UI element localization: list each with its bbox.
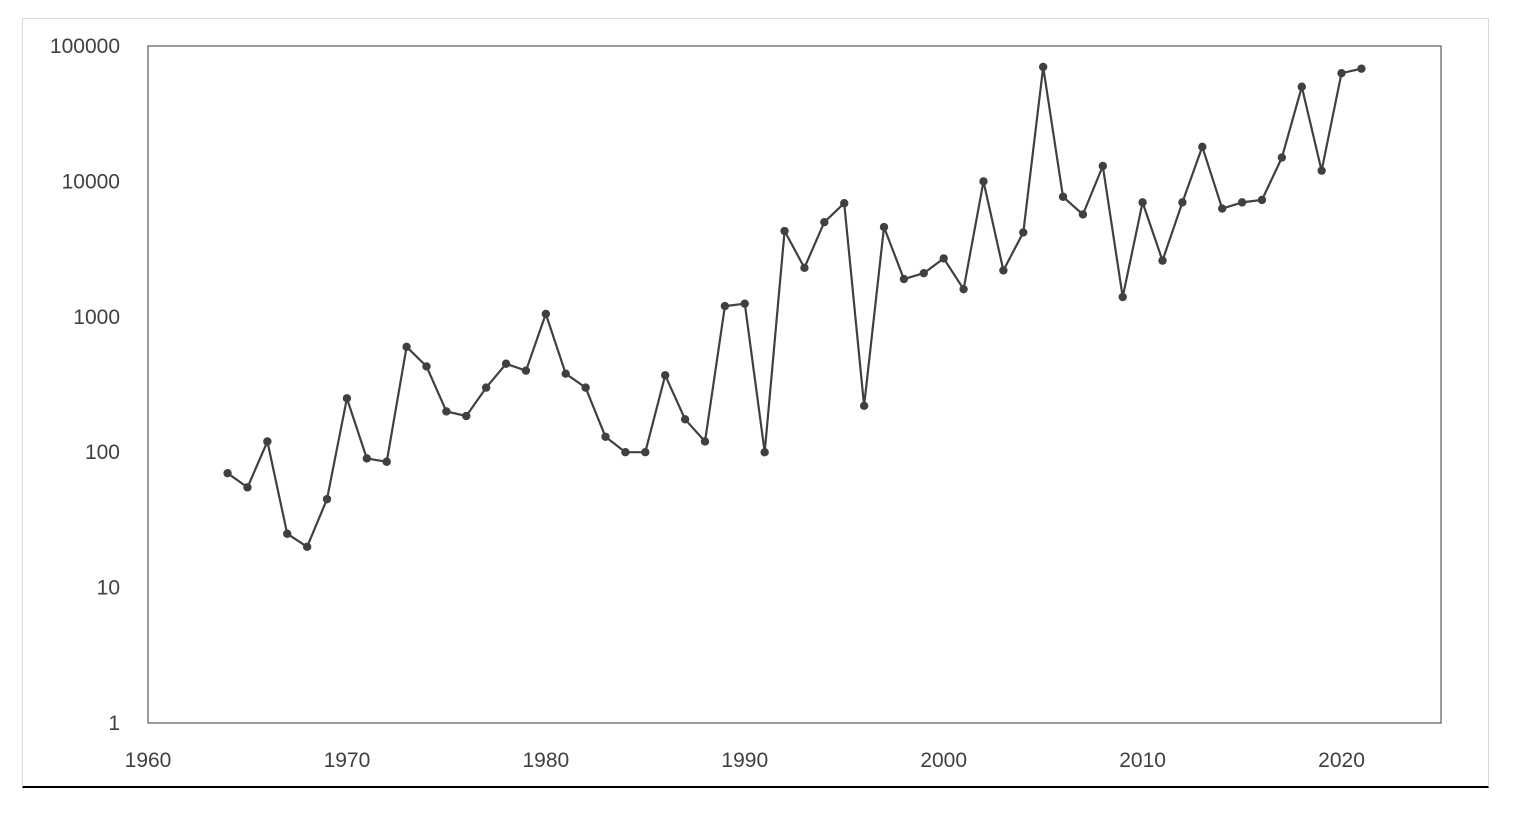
data-point <box>561 369 570 378</box>
data-point <box>263 437 272 446</box>
data-point <box>402 342 411 352</box>
data-point <box>1078 210 1088 219</box>
data-point <box>859 401 869 411</box>
data-point <box>243 483 252 492</box>
data-point <box>1297 82 1306 91</box>
data-point <box>302 542 312 552</box>
x-tick-label: 2000 <box>920 749 967 772</box>
data-point <box>1337 68 1346 78</box>
data-point <box>481 383 491 392</box>
data-point <box>223 468 232 478</box>
x-tick-label: 2020 <box>1318 749 1365 772</box>
data-point <box>899 274 909 284</box>
data-point <box>322 494 332 504</box>
x-tick-label: 1960 <box>125 749 172 772</box>
y-tick-label: 1 <box>108 712 120 735</box>
data-point <box>1098 161 1108 171</box>
data-point <box>1118 292 1127 302</box>
x-tick-label: 1980 <box>522 749 569 772</box>
data-point <box>1237 198 1247 207</box>
data-point <box>382 457 391 466</box>
data-point <box>919 268 928 278</box>
data-point <box>581 383 590 392</box>
data-point <box>422 362 431 371</box>
data-point <box>462 411 471 421</box>
data-point <box>800 263 809 273</box>
y-tick-label: 1000 <box>73 306 120 329</box>
data-points <box>223 62 1366 552</box>
data-point <box>820 217 829 227</box>
data-point <box>840 199 849 208</box>
data-point <box>1038 62 1048 72</box>
y-tick-label: 100000 <box>50 35 120 58</box>
data-point <box>342 394 352 403</box>
data-point <box>661 371 670 380</box>
data-point <box>283 529 292 538</box>
data-point <box>442 407 451 416</box>
data-point <box>1277 153 1287 162</box>
data-point <box>1257 195 1267 205</box>
data-point <box>959 284 968 294</box>
data-point <box>680 415 690 424</box>
data-point <box>1357 64 1366 73</box>
data-point <box>1158 256 1167 265</box>
data-point <box>521 366 531 375</box>
data-point <box>1138 198 1147 207</box>
data-point <box>362 454 372 463</box>
data-point <box>1217 204 1227 213</box>
data-point <box>760 448 769 457</box>
data-point <box>979 177 988 186</box>
data-point <box>1198 142 1207 152</box>
data-point <box>1058 192 1068 201</box>
data-point <box>879 222 889 232</box>
plot-area <box>147 45 1442 724</box>
data-point <box>501 359 511 368</box>
data-point <box>541 309 551 319</box>
data-point <box>999 266 1008 275</box>
data-point <box>720 301 730 311</box>
x-axis: 1960 1970 1980 1990 2000 2010 2020 <box>125 749 1365 772</box>
x-tick-label: 1990 <box>721 749 768 772</box>
data-point <box>939 254 948 263</box>
y-tick-label: 100 <box>85 441 120 464</box>
data-point <box>1178 198 1187 207</box>
data-point <box>740 299 749 308</box>
data-point <box>780 226 789 236</box>
y-axis: 1 10 100 1000 10000 100000 <box>50 35 120 735</box>
series-line <box>226 65 1362 548</box>
data-point <box>621 448 630 457</box>
x-tick-label: 1970 <box>324 749 371 772</box>
data-point <box>1317 166 1326 175</box>
data-point <box>641 448 650 457</box>
x-tick-label: 2010 <box>1119 749 1166 772</box>
data-point <box>700 437 710 446</box>
data-point <box>601 432 610 441</box>
chart-frame <box>22 18 1489 788</box>
y-tick-label: 10 <box>97 577 120 600</box>
data-point <box>1019 228 1028 237</box>
y-tick-label: 10000 <box>62 170 120 193</box>
